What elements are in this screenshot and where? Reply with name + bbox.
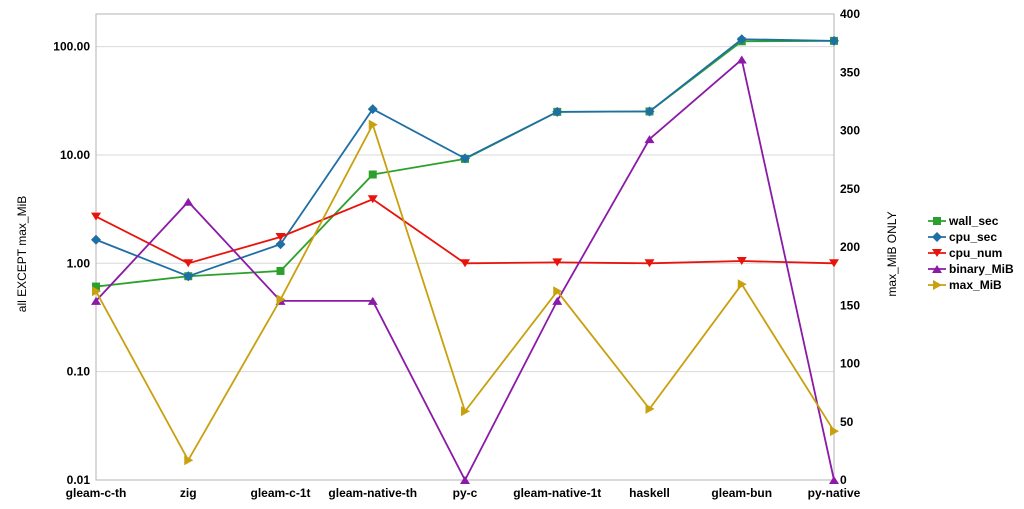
data-point-binary_MiB (552, 296, 563, 305)
x-tick-label: gleam-c-th (66, 486, 127, 500)
legend-marker (933, 217, 941, 225)
legend: wall_sec cpu_sec cpu_num binary_MiB max_MiB (928, 214, 1014, 292)
data-point-cpu_num (91, 212, 101, 221)
data-point-cpu_sec (552, 106, 563, 117)
data-point-cpu_num (183, 259, 194, 268)
y2-tick-label: 0 (840, 473, 847, 487)
data-point-max_MiB (92, 286, 101, 297)
data-point-binary_MiB (736, 55, 747, 64)
data-point-cpu_sec (736, 34, 747, 45)
series-line-cpu_num (95, 198, 835, 265)
legend-label: max_MiB (949, 278, 1002, 292)
data-point-wall_sec (276, 266, 285, 275)
y2-tick-label: 400 (840, 7, 860, 21)
x-axis-ticks: gleam-c-th zig gleam-c-1t gleam-native-th py… (66, 486, 861, 500)
data-point-binary_MiB (183, 197, 194, 206)
data-point-wall_sec (368, 170, 377, 179)
data-point-cpu_num (829, 259, 839, 268)
legend-item-wall_sec: wall_sec (928, 214, 999, 228)
right-axis-ticks: 0 50 100 150 200 250 300 350 400 (840, 7, 860, 487)
data-point-cpu_sec (275, 239, 286, 250)
legend-marker (933, 280, 942, 290)
data-point-binary_MiB (91, 296, 101, 305)
series-line-wall_sec (95, 39, 835, 288)
data-point-cpu_sec (644, 106, 655, 117)
data-point-binary_MiB (367, 296, 378, 305)
data-point-cpu_num (460, 259, 470, 268)
data-point-wall_sec (92, 282, 100, 291)
data-point-max_MiB (645, 403, 655, 414)
legend-label: wall_sec (948, 214, 999, 228)
left-axis-ticks: 0.01 0.10 1.00 10.00 100.00 (53, 40, 90, 487)
legend-item-cpu_num: cpu_num (928, 246, 1002, 260)
y-tick-label: 1.00 (67, 256, 91, 270)
data-point-cpu_num (275, 232, 286, 241)
series-cpu_num (91, 195, 839, 268)
y-tick-label: 0.10 (67, 365, 91, 379)
series-binary_MiB (91, 55, 839, 484)
data-point-cpu_num (644, 259, 655, 268)
legend-item-binary_MiB: binary_MiB (928, 262, 1014, 276)
legend-marker (932, 265, 942, 273)
legend-label: cpu_num (949, 246, 1002, 260)
y-tick-label: 0.01 (67, 473, 91, 487)
data-point-binary_MiB (644, 135, 655, 144)
right-axis-title: max_MiB ONLY (885, 211, 899, 296)
y2-tick-label: 50 (840, 415, 854, 429)
data-point-cpu_sec (460, 153, 470, 164)
data-point-binary_MiB (460, 476, 470, 484)
data-point-max_MiB (737, 279, 747, 290)
y2-tick-label: 150 (840, 298, 860, 312)
y2-tick-label: 350 (840, 65, 860, 79)
series-max_MiB (92, 119, 839, 466)
y2-tick-label: 250 (840, 182, 860, 196)
data-point-max_MiB (184, 455, 194, 466)
data-point-cpu_sec (183, 271, 194, 282)
data-point-max_MiB (368, 119, 378, 130)
data-point-max_MiB (830, 426, 839, 437)
legend-marker (932, 232, 942, 242)
data-point-max_MiB (461, 406, 470, 417)
legend-item-cpu_sec: cpu_sec (928, 230, 997, 244)
x-tick-label: gleam-c-1t (250, 486, 310, 500)
data-point-binary_MiB (829, 476, 839, 484)
x-tick-label: gleam-native-1t (513, 486, 601, 500)
legend-item-max_MiB: max_MiB (928, 278, 1002, 292)
x-tick-label: py-c (453, 486, 478, 500)
x-tick-label: zig (180, 486, 197, 500)
data-point-cpu_sec (367, 104, 378, 115)
series-layer (91, 34, 839, 484)
x-tick-label: haskell (629, 486, 670, 500)
series-cpu_sec (91, 34, 839, 282)
x-tick-label: gleam-native-th (328, 486, 417, 500)
data-point-cpu_sec (91, 234, 101, 245)
y2-tick-label: 100 (840, 357, 860, 371)
y-tick-label: 10.00 (60, 148, 90, 162)
y-tick-label: 100.00 (53, 40, 90, 54)
series-wall_sec (92, 36, 838, 291)
x-tick-label: gleam-bun (711, 486, 772, 500)
y2-tick-label: 200 (840, 240, 860, 254)
legend-label: cpu_sec (949, 230, 997, 244)
data-point-cpu_num (367, 195, 378, 204)
data-point-max_MiB (553, 286, 563, 297)
data-point-max_MiB (276, 294, 286, 305)
data-point-cpu_sec (829, 35, 839, 46)
y2-tick-label: 300 (840, 124, 860, 138)
legend-marker (932, 249, 942, 257)
data-point-cpu_num (552, 258, 563, 267)
left-axis-title: all EXCEPT max_MiB (15, 196, 29, 312)
data-point-cpu_num (736, 257, 747, 266)
legend-label: binary_MiB (949, 262, 1014, 276)
x-tick-label: py-native (808, 486, 861, 500)
